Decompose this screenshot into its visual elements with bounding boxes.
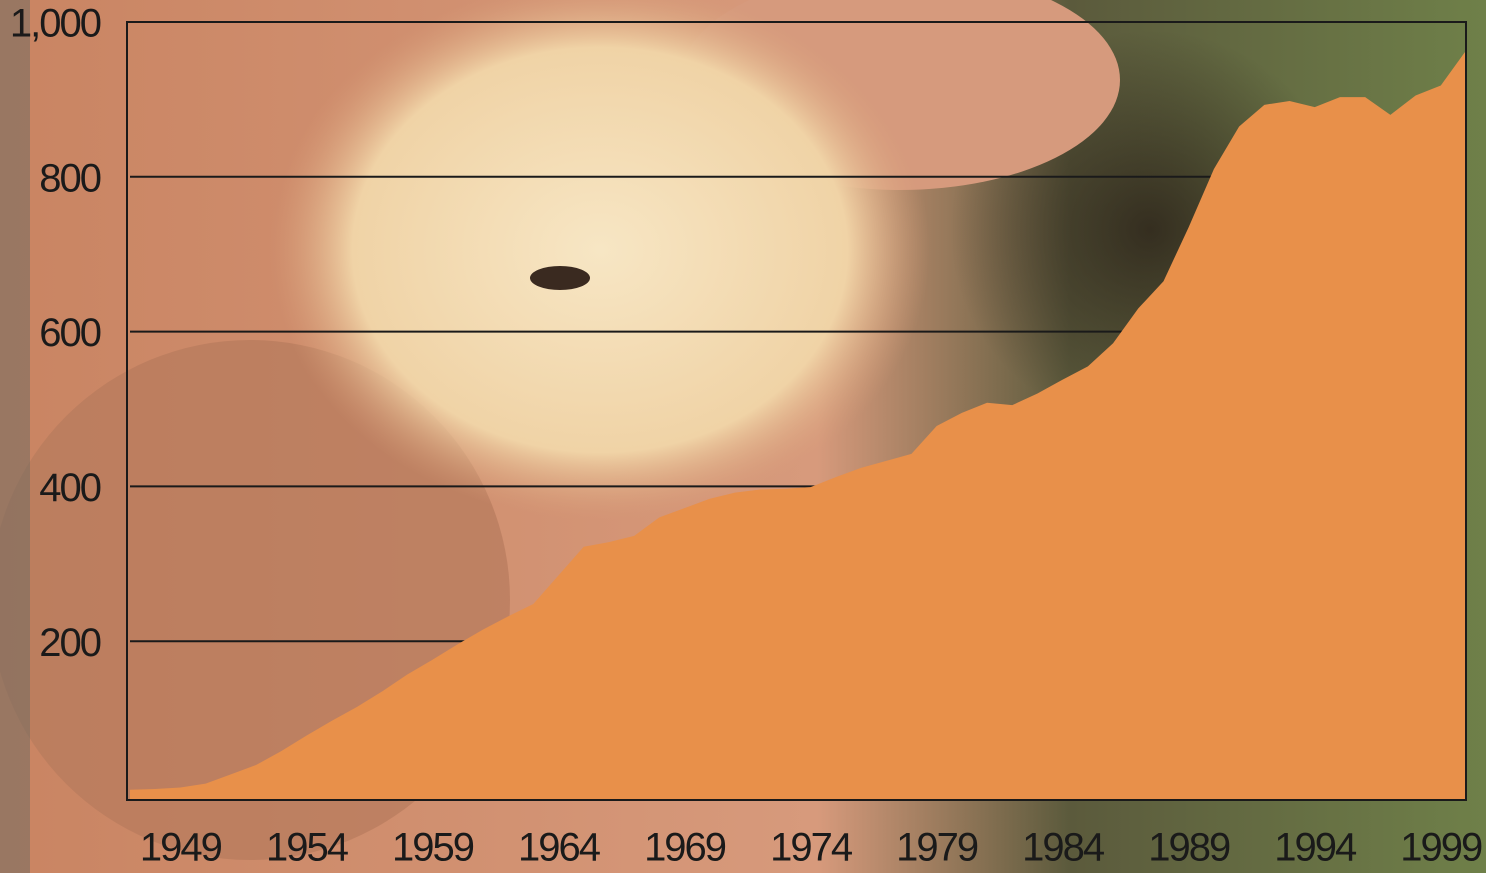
- plot: [130, 50, 1466, 800]
- x-tick-label: 1949: [140, 826, 222, 870]
- x-tick-label: 1994: [1274, 826, 1357, 870]
- x-tick-label: 1984: [1022, 826, 1105, 870]
- x-tick-label: 1989: [1148, 826, 1230, 870]
- y-tick-label: 1,000: [10, 2, 101, 46]
- y-tick-label: 600: [39, 311, 100, 355]
- y-tick-label: 200: [39, 621, 100, 665]
- y-tick-label: 800: [39, 156, 100, 200]
- labels: 200 400 600 800 1,000 1949 1954 1959 1964 1969 197…: [10, 2, 1484, 870]
- x-tick-label: 1959: [392, 826, 474, 870]
- x-tick-label: 1979: [896, 826, 978, 870]
- area: [130, 50, 1466, 800]
- x-tick-label: 1954: [266, 826, 349, 870]
- x-tick-label: 1964: [518, 826, 601, 870]
- plot-frame: [126, 21, 1467, 801]
- x-tick-label: 1999: [1400, 826, 1482, 870]
- x-tick-label: 1969: [644, 826, 726, 870]
- y-tick-label: 400: [39, 466, 100, 510]
- x-tick-label: 1974: [770, 826, 853, 870]
